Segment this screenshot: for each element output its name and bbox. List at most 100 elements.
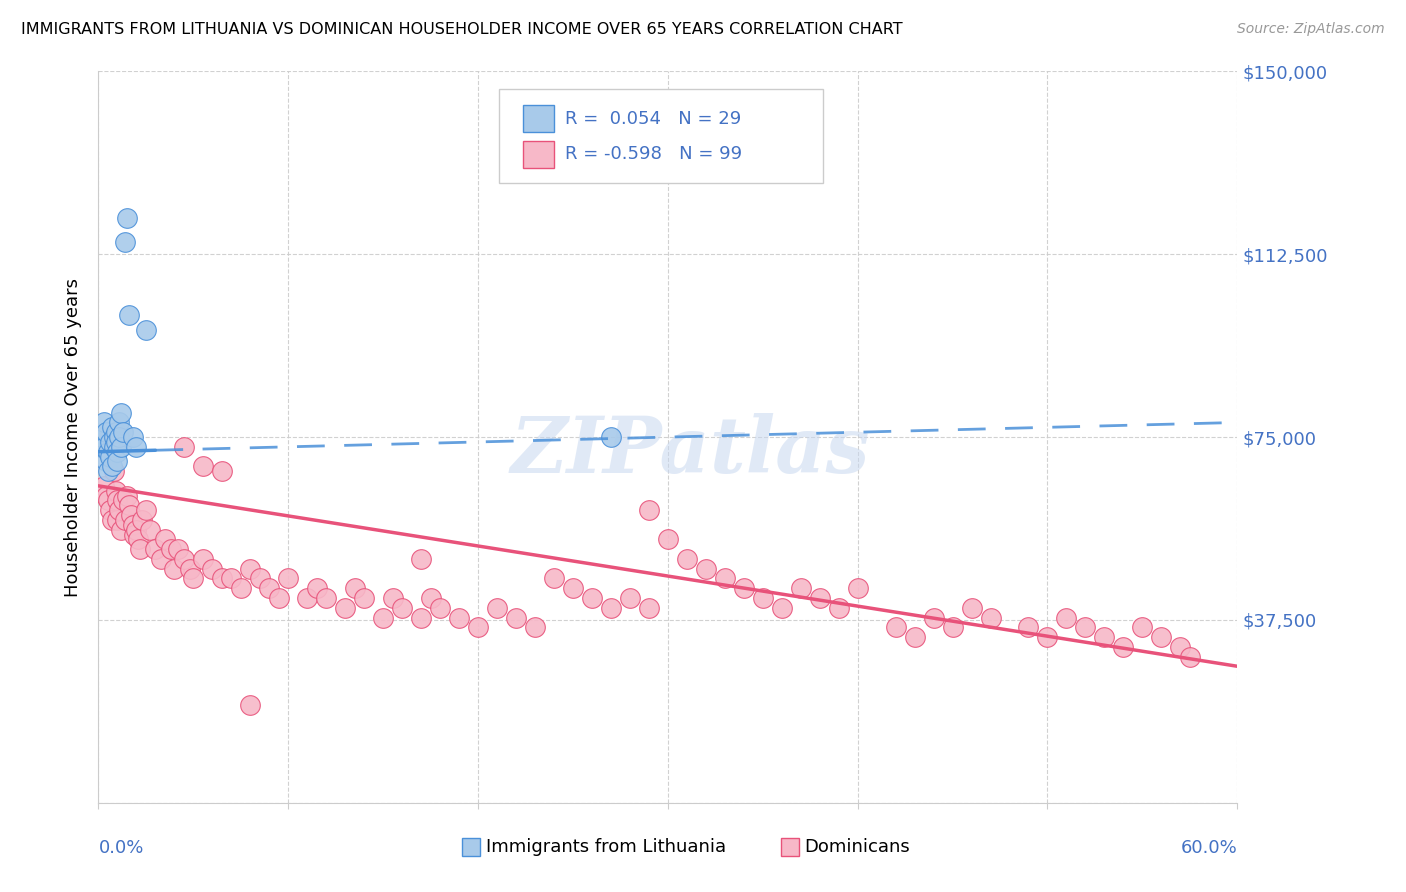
Point [335,600,357,615]
Point [846,581,869,595]
Point [960,600,983,615]
Point [600,600,623,615]
Point [103,430,125,444]
FancyBboxPatch shape [461,838,479,855]
Point [93,479,115,493]
Point [97,444,120,458]
Point [1056,610,1078,624]
Point [922,610,945,624]
Point [115,489,138,503]
Point [221,572,243,586]
Point [173,552,195,566]
Point [1170,640,1192,654]
Point [93,440,115,454]
Point [159,542,181,557]
Point [429,600,451,615]
Point [733,581,755,595]
Point [104,425,127,440]
Text: 60.0%: 60.0% [1181,839,1237,857]
Point [1094,630,1116,644]
Point [371,610,394,624]
Point [112,493,135,508]
Point [904,630,927,644]
Point [676,552,699,566]
Point [211,464,233,478]
Point [125,523,148,537]
Point [979,610,1001,624]
Point [808,591,831,605]
Point [163,562,186,576]
Point [657,533,679,547]
Point [98,434,121,449]
Text: Source: ZipAtlas.com: Source: ZipAtlas.com [1237,22,1385,37]
Point [107,493,129,508]
Point [315,591,337,605]
Point [100,459,122,474]
Point [343,581,366,595]
Point [118,308,141,322]
Point [752,591,775,605]
Point [167,542,190,557]
Point [714,572,737,586]
Point [249,572,271,586]
Point [524,620,547,634]
Point [1112,640,1135,654]
Text: ZIPatlas: ZIPatlas [510,414,870,490]
Point [239,562,262,576]
Point [125,440,148,454]
Point [98,503,121,517]
Text: R =  0.054   N = 29: R = 0.054 N = 29 [565,110,741,128]
Text: IMMIGRANTS FROM LITHUANIA VS DOMINICAN HOUSEHOLDER INCOME OVER 65 YEARS CORRELAT: IMMIGRANTS FROM LITHUANIA VS DOMINICAN H… [21,22,903,37]
Point [305,581,328,595]
Point [104,434,127,449]
Point [419,591,441,605]
Point [505,610,527,624]
Point [353,591,375,605]
Point [942,620,965,634]
Point [695,562,717,576]
FancyBboxPatch shape [780,838,799,855]
Point [884,620,907,634]
Point [381,591,404,605]
Point [93,416,115,430]
Point [211,572,233,586]
Point [562,581,585,595]
Point [100,513,122,527]
Point [267,591,290,605]
Point [138,523,160,537]
Point [581,591,603,605]
Point [153,533,176,547]
Point [1018,620,1040,634]
Point [183,572,205,586]
Point [1132,620,1154,634]
Point [108,503,131,517]
Point [127,533,149,547]
Point [94,425,117,440]
Point [1178,649,1201,664]
Point [600,430,623,444]
Y-axis label: Householder Income Over 65 years: Householder Income Over 65 years [65,277,83,597]
Point [790,581,813,595]
Point [97,493,120,508]
Point [108,416,131,430]
Point [828,600,851,615]
Point [191,552,214,566]
Point [129,542,152,557]
Point [135,323,157,337]
Point [115,211,138,225]
Point [114,513,136,527]
Point [97,464,120,478]
Point [391,600,413,615]
Point [229,581,252,595]
Text: Immigrants from Lithuania: Immigrants from Lithuania [485,838,725,855]
Point [94,454,117,468]
Point [1150,630,1173,644]
Point [467,620,489,634]
Point [638,600,661,615]
Point [239,698,262,713]
Point [108,430,131,444]
Point [543,572,565,586]
Text: Dominicans: Dominicans [804,838,910,855]
Point [145,542,167,557]
Point [103,440,125,454]
